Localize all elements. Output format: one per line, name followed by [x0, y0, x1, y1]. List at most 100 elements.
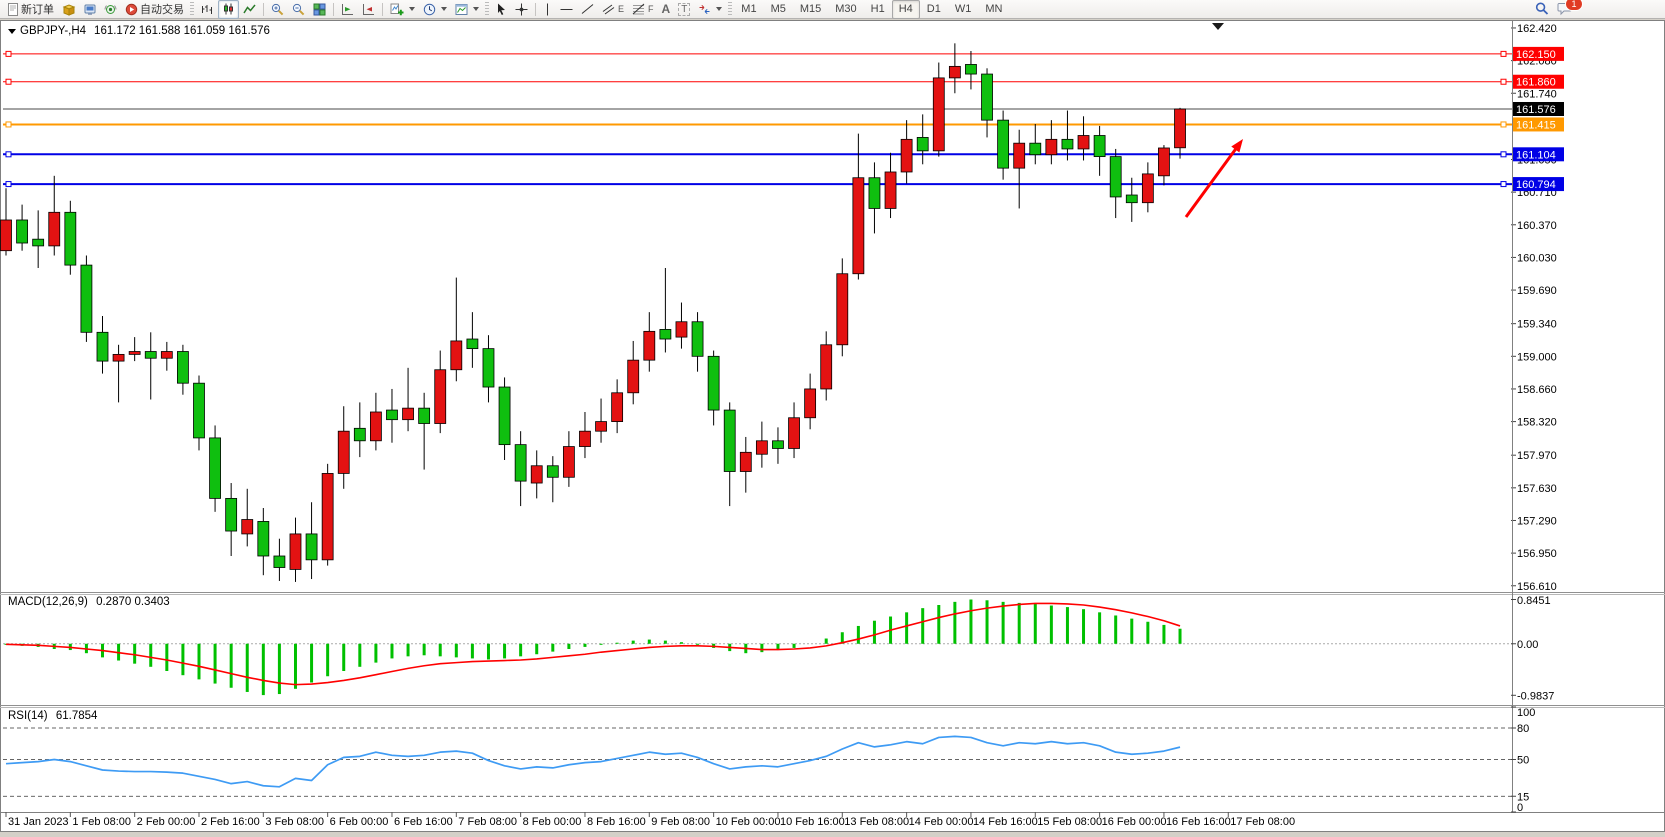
candle-body	[611, 392, 624, 422]
terminal-button[interactable]	[80, 0, 100, 19]
templates-button[interactable]	[451, 0, 483, 19]
autotrading-button[interactable]: 自动交易	[121, 0, 188, 19]
toolbar-separator	[485, 1, 489, 17]
timeframe-button-d1[interactable]: D1	[926, 3, 941, 15]
rsi-line[interactable]	[5, 735, 1181, 788]
price-tick-label: 156.950	[1517, 548, 1557, 560]
toolbar-separator	[382, 2, 383, 16]
timeframe-button-h4[interactable]: H4	[891, 0, 920, 19]
candle-body	[128, 351, 141, 355]
candle-body	[1174, 108, 1186, 149]
candle-body	[836, 273, 849, 346]
macd-axis-label: -0.9837	[1517, 690, 1554, 702]
line-anchor-handle[interactable]	[5, 151, 12, 158]
line-anchor-handle[interactable]	[1500, 50, 1507, 57]
price-line-badge	[1513, 147, 1564, 162]
time-axis-label: 13 Feb 08:00	[844, 816, 909, 828]
fibonacci-button[interactable]: F	[628, 0, 658, 19]
price-tick-label: 162.420	[1517, 23, 1557, 35]
time-axis-label: 14 Feb 16:00	[973, 816, 1038, 828]
chart-shift-button[interactable]	[358, 0, 379, 19]
line-anchor-handle[interactable]	[5, 181, 12, 188]
macd-signal-line[interactable]	[5, 602, 1181, 686]
candle-body	[434, 369, 447, 424]
line-anchor-handle[interactable]	[1500, 181, 1507, 188]
toolbar-separator	[333, 2, 334, 16]
channel-icon	[602, 4, 615, 15]
candle-body	[16, 219, 28, 244]
line-anchor-handle[interactable]	[1500, 121, 1507, 128]
timeframe-button-mn[interactable]: MN	[985, 3, 1003, 15]
horizontal-line-button[interactable]	[556, 0, 577, 19]
line-chart-button[interactable]	[239, 0, 260, 19]
new-order-icon	[8, 2, 18, 16]
line-anchor-handle[interactable]	[5, 121, 12, 128]
candle-body	[305, 533, 318, 561]
candle-body	[627, 359, 640, 394]
timeframe-button-m15[interactable]: M15	[799, 3, 822, 15]
toolbar-separator	[728, 1, 733, 17]
periods-button[interactable]	[419, 0, 451, 19]
signals-button[interactable]	[100, 0, 121, 19]
timeframe-button-m30[interactable]: M30	[835, 3, 857, 15]
price-tick-label: 160.030	[1517, 252, 1557, 264]
price-line-badge	[1513, 46, 1564, 61]
candle-body	[723, 409, 736, 472]
timeframe-button-m5[interactable]: M5	[770, 3, 786, 15]
crosshair-icon	[515, 3, 528, 15]
candle-body	[144, 351, 157, 359]
chart-menu-icon[interactable]	[8, 29, 16, 34]
candle-body	[450, 340, 463, 371]
text-button[interactable]: A	[658, 0, 675, 19]
trendline-button[interactable]	[577, 0, 598, 19]
candle-body	[1077, 135, 1090, 150]
line-anchor-handle[interactable]	[1500, 78, 1507, 85]
arrow-annotation[interactable]	[1184, 146, 1239, 218]
timeframe-button-h1[interactable]: H1	[870, 3, 885, 15]
indicators-button[interactable]	[386, 0, 419, 19]
candle-body	[337, 430, 350, 474]
zoom-in-button[interactable]	[267, 0, 288, 19]
candle-body	[900, 138, 913, 173]
candle-body	[562, 446, 575, 478]
timeframe-button-m1[interactable]: M1	[741, 3, 757, 15]
cursor-button[interactable]	[491, 0, 511, 19]
zoom-out-button[interactable]	[288, 0, 309, 19]
line-anchor-handle[interactable]	[5, 50, 12, 57]
line-anchor-handle[interactable]	[1500, 151, 1507, 158]
tile-windows-button[interactable]	[309, 0, 330, 19]
search-button[interactable]	[1531, 0, 1553, 19]
channel-letter: E	[618, 4, 625, 14]
candle-body	[868, 177, 881, 209]
arrows-button[interactable]	[694, 0, 726, 19]
time-axis-label: 8 Feb 16:00	[587, 816, 646, 828]
notifications-button[interactable]: 1	[1553, 0, 1583, 19]
text-label-button[interactable]: T	[674, 0, 694, 19]
candlestick-chart-button[interactable]	[218, 0, 239, 19]
chevron-down-icon	[473, 7, 479, 11]
auto-scroll-button[interactable]	[337, 0, 358, 19]
crosshair-button[interactable]	[511, 0, 532, 19]
channel-button[interactable]: E	[598, 0, 628, 19]
candle-body	[80, 264, 93, 333]
bar-chart-button[interactable]	[196, 0, 218, 19]
price-tick-label: 159.690	[1517, 285, 1557, 297]
arrow-annotation-head[interactable]	[1231, 139, 1243, 153]
line-anchor-handle[interactable]	[5, 78, 12, 85]
rsi-axis-label: 15	[1517, 791, 1529, 803]
new-order-button[interactable]: 新订单	[3, 0, 58, 19]
vertical-line-button[interactable]	[539, 0, 556, 19]
candle-body	[530, 465, 543, 484]
chart-shift-marker[interactable]	[1212, 23, 1224, 30]
candle-body	[482, 348, 495, 388]
candle-body	[1093, 135, 1106, 158]
main-toolbar: 新订单 自动交易	[0, 0, 1665, 19]
toolbox-button[interactable]	[58, 0, 80, 19]
chevron-down-icon	[441, 7, 447, 11]
price-line-badge	[1513, 177, 1564, 192]
candle-body	[48, 211, 61, 247]
timeframe-button-w1[interactable]: W1	[954, 3, 972, 15]
template-icon	[455, 3, 468, 15]
candle-body	[353, 427, 366, 442]
